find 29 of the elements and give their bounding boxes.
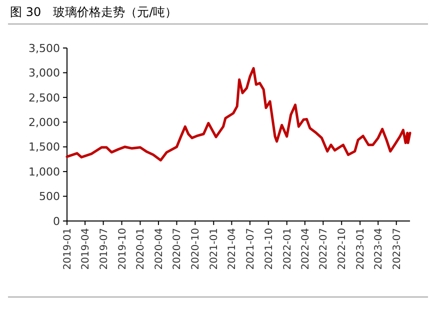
x-tick-label: 2019-04 (80, 228, 92, 270)
y-tick-label: 1,000 (28, 165, 60, 178)
x-tick-label: 2022-07 (318, 228, 330, 270)
y-tick-label: 3,000 (28, 66, 60, 80)
y-tick-label: 2,000 (28, 116, 60, 129)
x-tick-label: 2021-01 (209, 228, 220, 270)
x-tick-label: 2021-07 (245, 228, 256, 270)
x-tick-label: 2020-07 (172, 228, 184, 270)
x-tick-label: 2019-10 (117, 228, 128, 270)
x-tick-label: 2022-10 (337, 228, 348, 270)
y-tick-label: 500 (39, 190, 60, 204)
x-tick-label: 2020-01 (136, 228, 147, 270)
x-tick-label: 2022-04 (300, 228, 312, 270)
y-tick-label: 1,500 (28, 140, 60, 154)
x-tick-label: 2021-10 (264, 228, 275, 270)
chart-title: 图 30 玻璃价格走势（元/吨） (10, 5, 178, 19)
line-series (66, 67, 412, 162)
y-tick-label: 2,500 (28, 91, 60, 104)
x-tick-label: 2019-01 (62, 228, 74, 270)
x-tick-label: 2023-01 (356, 228, 367, 270)
x-tick-label: 2022-01 (282, 228, 294, 270)
x-tick-label: 2023-07 (392, 228, 403, 270)
x-tick-label: 2019-07 (98, 228, 110, 270)
x-tick-label: 2021-04 (227, 228, 238, 270)
y-tick-label: 3,500 (28, 42, 60, 55)
x-tick-label: 2023-04 (374, 228, 385, 270)
x-tick-label: 2020-04 (154, 228, 165, 270)
x-tick-label: 2020-10 (190, 228, 202, 270)
y-tick-label: 0 (53, 214, 60, 228)
